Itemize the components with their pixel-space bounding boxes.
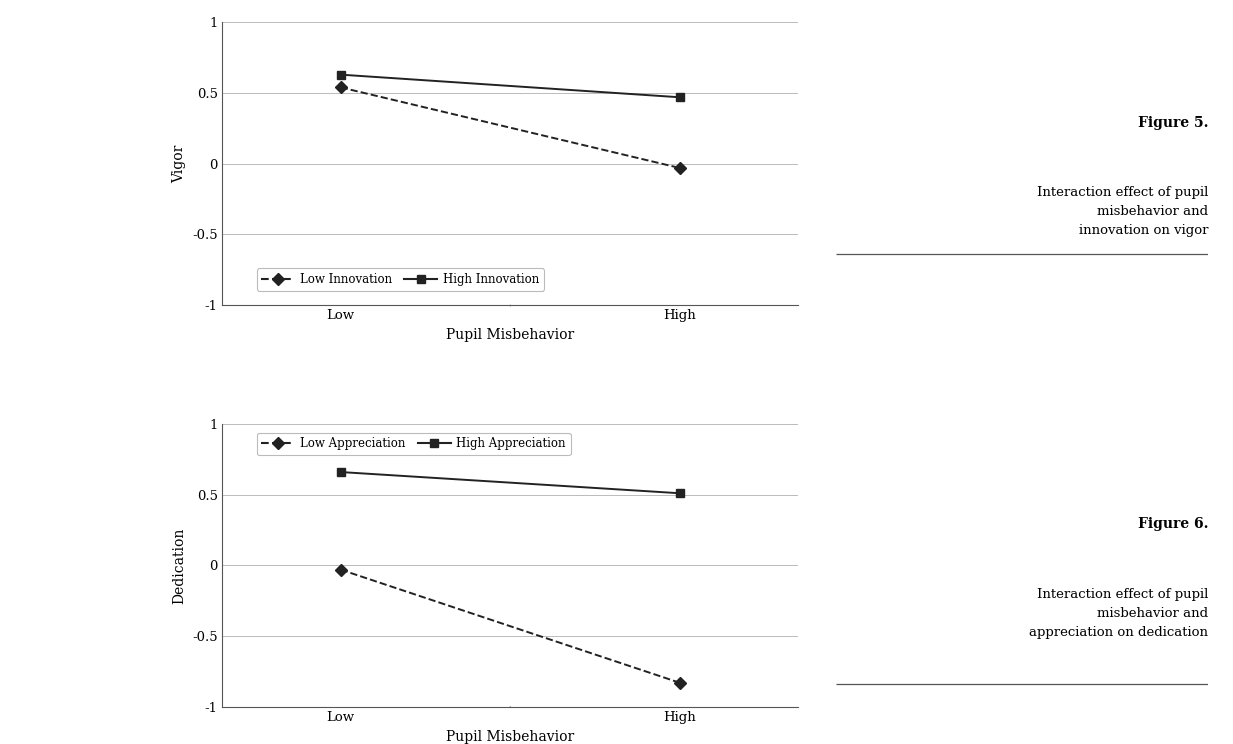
Text: Interaction effect of pupil
misbehavior and
innovation on vigor: Interaction effect of pupil misbehavior … <box>1037 186 1208 237</box>
Text: Figure 5.: Figure 5. <box>1138 116 1208 129</box>
Y-axis label: Vigor: Vigor <box>173 144 186 183</box>
X-axis label: Pupil Misbehavior: Pupil Misbehavior <box>446 730 575 743</box>
X-axis label: Pupil Misbehavior: Pupil Misbehavior <box>446 328 575 342</box>
Text: Interaction effect of pupil
misbehavior and
appreciation on dedication: Interaction effect of pupil misbehavior … <box>1030 588 1208 639</box>
Legend: Low Appreciation, High Appreciation: Low Appreciation, High Appreciation <box>256 433 571 455</box>
Text: Figure 6.: Figure 6. <box>1138 517 1208 531</box>
Y-axis label: Dedication: Dedication <box>173 527 186 603</box>
Legend: Low Innovation, High Innovation: Low Innovation, High Innovation <box>256 269 544 291</box>
